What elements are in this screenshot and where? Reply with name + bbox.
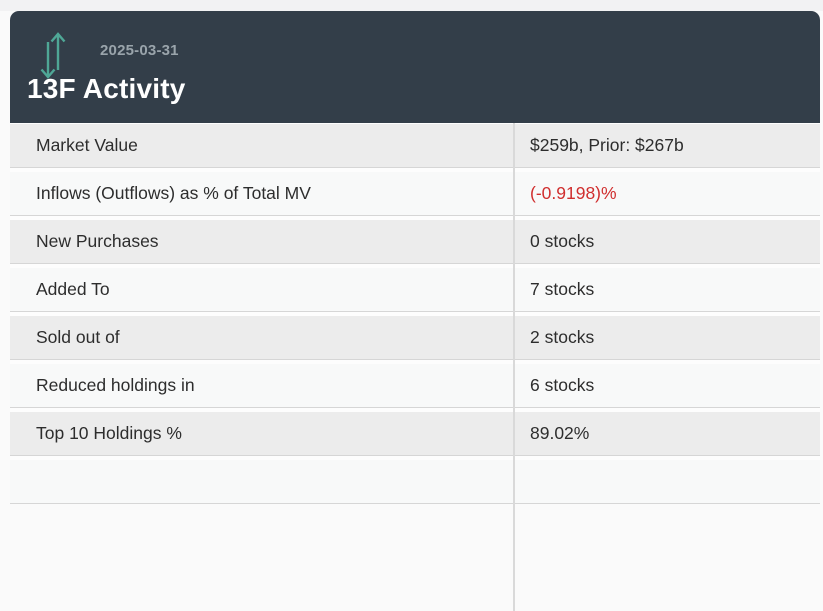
row-value: 2 stocks	[530, 327, 595, 347]
row-label: Reduced holdings in	[36, 375, 195, 395]
row-label: Market Value	[36, 135, 138, 155]
table-row: New Purchases 0 stocks	[10, 220, 820, 264]
row-label: Sold out of	[36, 327, 120, 347]
row-value: 6 stocks	[530, 375, 595, 395]
activity-table: Market Value $259b, Prior: $267b Inflows…	[10, 123, 820, 504]
row-value: 89.02%	[530, 423, 590, 443]
table-row	[10, 460, 820, 504]
thirteenf-activity-card: 2025-03-31 13F Activity Market Value $25…	[10, 11, 820, 611]
page-top-strip	[0, 0, 823, 11]
table-row: Market Value $259b, Prior: $267b	[10, 124, 820, 168]
table-row: Reduced holdings in 6 stocks	[10, 364, 820, 408]
row-value: 0 stocks	[530, 231, 595, 251]
row-label: Top 10 Holdings %	[36, 423, 182, 443]
up-down-arrows-icon	[40, 32, 66, 79]
row-label: New Purchases	[36, 231, 159, 251]
row-label: Added To	[36, 279, 110, 299]
page-title: 13F Activity	[27, 73, 186, 104]
report-date: 2025-03-31	[100, 42, 179, 59]
table-row: Inflows (Outflows) as % of Total MV (-0.…	[10, 172, 820, 216]
card-header: 2025-03-31 13F Activity	[10, 11, 820, 123]
table-row: Sold out of 2 stocks	[10, 316, 820, 360]
row-value: (-0.9198)%	[530, 183, 617, 203]
row-value: 7 stocks	[530, 279, 595, 299]
row-label: Inflows (Outflows) as % of Total MV	[36, 183, 311, 203]
table-row: Added To 7 stocks	[10, 268, 820, 312]
row-value: $259b, Prior: $267b	[530, 135, 684, 155]
table-row: Top 10 Holdings % 89.02%	[10, 412, 820, 456]
